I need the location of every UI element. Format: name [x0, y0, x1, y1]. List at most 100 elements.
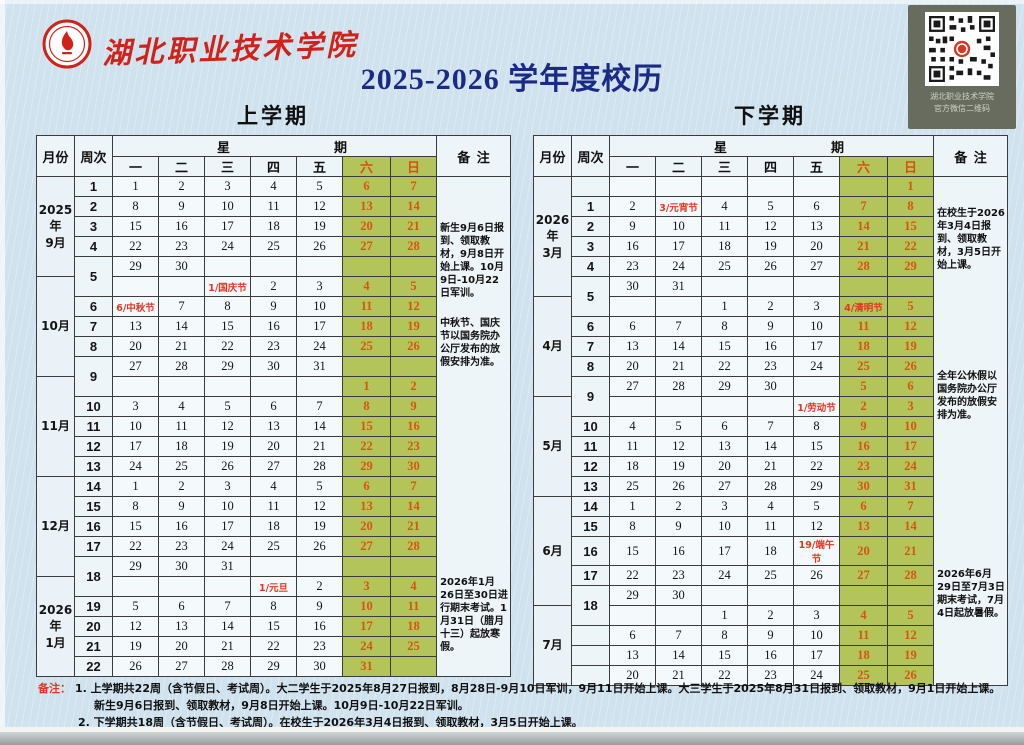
day-cell: [701, 276, 748, 297]
day-cell: [793, 376, 840, 397]
week-number-cell: 18: [571, 585, 610, 626]
calendar-week-row: 6 6/中秋节 7 8 9 10 11 12: [37, 296, 511, 317]
weekend-day-cell: [839, 276, 888, 297]
day-cell: 5: [112, 596, 159, 617]
week-number-cell: 11: [571, 436, 610, 457]
day-cell: [250, 256, 297, 277]
day-cell: 13: [793, 216, 840, 237]
day-cell: 13: [158, 616, 205, 637]
weekend-day-cell: 27: [839, 565, 888, 586]
day-cell: 21: [204, 636, 251, 657]
day-cell: [296, 256, 343, 277]
weekend-day-cell: 6: [342, 476, 391, 497]
week-number-cell: 11: [74, 416, 113, 437]
weekend-day-cell: [886, 585, 935, 606]
day-cell: 8: [701, 316, 748, 337]
weekend-day-cell: [839, 585, 888, 606]
week-number-cell: [571, 665, 610, 686]
day-cell: 29: [250, 656, 297, 677]
weekend-day-cell: 12: [886, 316, 935, 337]
day-cell: 2: [609, 196, 656, 217]
day-cell: 22: [609, 565, 656, 586]
weekend-day-cell: 13: [342, 196, 391, 217]
notes-column: 在校生于2026年3月4日报到、领取教材，3月5日开始上课。 全年公休假以国务院办…: [933, 176, 1009, 686]
calendar-week-row: 2026年 3月 1 在校生于2026年3月4日报到、领取教材，3月5日开始上课。全…: [533, 176, 1009, 686]
weekend-day-cell: [389, 556, 438, 577]
day-cell: 24: [204, 536, 251, 557]
weekend-day-cell: 21: [839, 236, 888, 257]
day-cell: [296, 376, 343, 397]
weekend-day-cell: 27: [342, 536, 391, 557]
scan-edge-bottom: [0, 732, 1024, 745]
weekend-day-cell: 19: [389, 316, 438, 337]
week-number-cell: 16: [74, 516, 113, 537]
weekend-day-cell: 11: [342, 296, 391, 317]
day-cell: 22: [701, 356, 748, 377]
day-cell: 17: [204, 516, 251, 537]
calendar-week-row: 2 8 9 10 11 12 13 14: [37, 196, 511, 217]
day-cell: 5: [204, 396, 251, 417]
weekday-header: 一: [609, 156, 656, 177]
day-cell: 3: [296, 276, 343, 297]
day-cell: 4: [158, 396, 205, 417]
day-cell: [204, 256, 251, 277]
weekend-day-cell: 31: [886, 476, 935, 497]
week-number-cell: 5: [571, 276, 610, 317]
weekend-day-cell: 16: [389, 416, 438, 437]
week-number-cell: 8: [571, 356, 610, 377]
day-cell: 27: [158, 656, 205, 677]
calendar-week-row: 6 6 7 8 9 10 11 12: [534, 316, 1008, 337]
weekend-day-cell: 21: [886, 536, 935, 566]
day-cell: [701, 176, 748, 197]
week-number-cell: 8: [74, 336, 113, 357]
weekend-day-cell: 24: [342, 636, 391, 657]
weekend-day-cell: 30: [839, 476, 888, 497]
weekend-day-cell: 2: [389, 376, 438, 397]
day-cell: [609, 605, 656, 626]
day-cell: 26: [296, 536, 343, 557]
day-cell: 11: [609, 436, 656, 457]
day-cell: 27: [112, 356, 159, 377]
weekend-day-cell: 13: [839, 516, 888, 537]
day-cell: 2: [296, 576, 343, 597]
day-cell: [609, 296, 656, 317]
weekend-day-cell: 4: [389, 576, 438, 597]
day-cell: 3: [793, 296, 840, 317]
day-cell: 13: [609, 645, 656, 666]
holiday-cell: 1/元旦: [250, 576, 297, 597]
week-number-cell: 1: [74, 176, 113, 197]
weekend-day-cell: 6: [839, 496, 888, 517]
week-number-cell: [571, 625, 610, 646]
day-cell: 31: [655, 276, 702, 297]
week-number-cell: 2: [74, 196, 113, 217]
month-cell: 10月: [36, 276, 75, 377]
weekend-day-cell: 25: [839, 356, 888, 377]
day-cell: 23: [250, 336, 297, 357]
scan-strip: [0, 727, 1024, 732]
weekend-day-cell: 24: [886, 456, 935, 477]
day-cell: 1: [701, 296, 748, 317]
scan-edge-left: [0, 0, 5, 745]
day-cell: 6: [793, 196, 840, 217]
day-cell: 20: [250, 436, 297, 457]
weekend-day-cell: 26: [886, 356, 935, 377]
day-cell: [747, 176, 794, 197]
day-cell: 18: [158, 436, 205, 457]
day-cell: 29: [701, 376, 748, 397]
weekend-day-cell: 7: [886, 496, 935, 517]
day-cell: 7: [655, 316, 702, 337]
day-cell: [112, 376, 159, 397]
day-cell: 22: [250, 636, 297, 657]
week-number-cell: 19: [74, 596, 113, 617]
day-cell: 17: [112, 436, 159, 457]
day-cell: 21: [655, 356, 702, 377]
weekend-day-cell: 22: [342, 436, 391, 457]
day-cell: 6: [250, 396, 297, 417]
day-cell: 30: [296, 656, 343, 677]
second-semester-table: 月份 周次 星期 备注一二三四五六日 2026年 3月 1 在校生于2026年3月4日报到、…: [533, 135, 1009, 686]
day-cell: 16: [250, 316, 297, 337]
day-cell: 8: [793, 416, 840, 437]
day-cell: 20: [112, 336, 159, 357]
note-text: 中秋节、国庆节以国务院办公厅发布的放假安排为准。: [440, 317, 501, 368]
weekend-day-cell: [389, 656, 438, 677]
